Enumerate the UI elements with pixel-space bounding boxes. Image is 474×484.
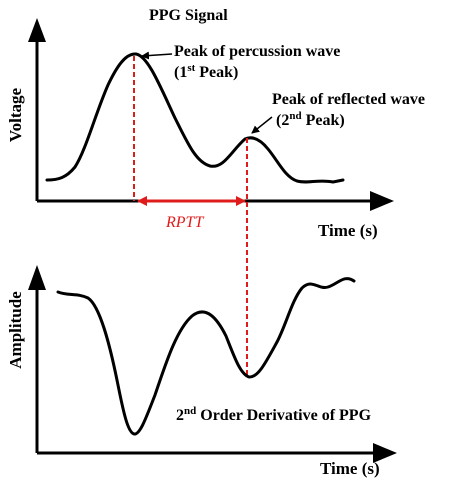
bottom-caption: 2nd Order Derivative of PPG	[176, 405, 372, 424]
peak1-label-line1: Peak of percussion wave	[174, 43, 340, 60]
peak2-label-line1: Peak of reflected wave	[272, 91, 425, 108]
bottom-x-arrowhead	[373, 443, 397, 463]
top-y-arrowhead	[28, 18, 46, 42]
derivative-waveform	[56, 277, 356, 436]
peak1-label-line2: (1st Peak)	[174, 62, 238, 81]
top-x-label: Time (s)	[318, 221, 378, 240]
peak2-label-line2: (2nd Peak)	[276, 110, 345, 129]
bottom-y-arrowhead	[28, 265, 46, 290]
ppg-waveform	[45, 52, 345, 184]
top-title: PPG Signal	[149, 7, 228, 24]
top-y-label: Voltage	[6, 87, 25, 142]
bottom-panel: Amplitude Time (s) 2nd Order Derivative …	[6, 265, 397, 478]
peak1-pointer	[141, 51, 173, 60]
top-x-arrowhead	[370, 191, 394, 211]
bottom-y-label: Amplitude	[6, 291, 25, 369]
bottom-x-label: Time (s)	[320, 459, 380, 478]
rptt-label: RPTT	[165, 214, 204, 231]
peak2-pointer	[251, 116, 273, 134]
top-panel: PPG Signal Voltage Time (s) Peak of perc…	[6, 7, 425, 240]
